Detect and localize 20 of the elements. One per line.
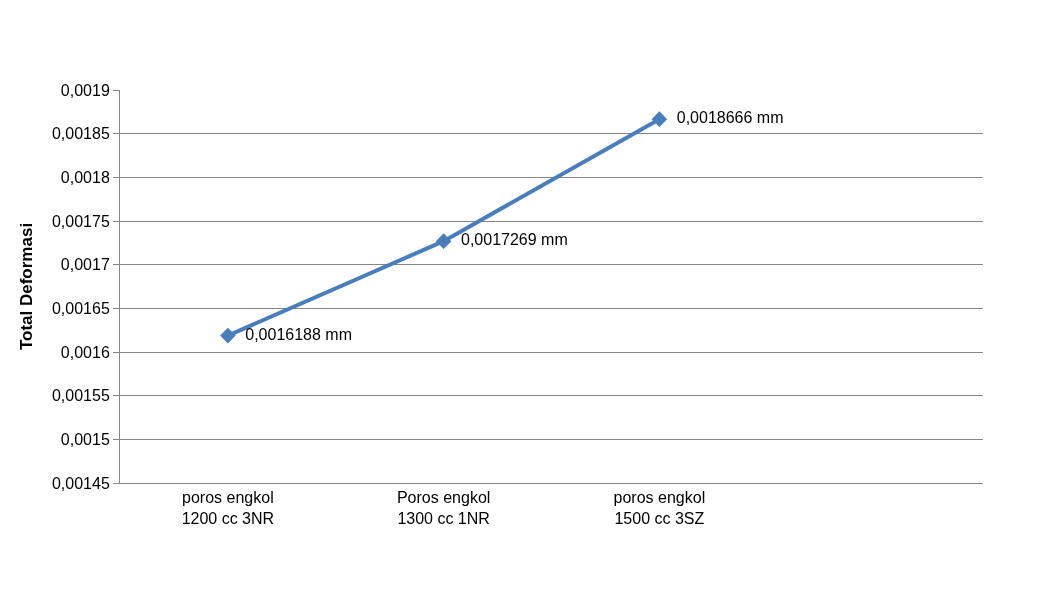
- data-label: 0,0016188 mm: [236, 325, 353, 343]
- y-tick-label: 0,00175: [51, 212, 110, 230]
- point: [651, 111, 668, 127]
- y-tick-label: 0,0017: [60, 256, 110, 274]
- data-label: 0,0018666 mm: [667, 109, 784, 127]
- x-tick-label: poros engkol 1200 cc 3NR: [181, 489, 275, 527]
- y-axis-title: Total Deformasi: [16, 222, 36, 351]
- data-label: 0,0017269 mm: [452, 231, 568, 249]
- y-tick-label: 0,0018: [60, 168, 110, 186]
- y-tick-label: 0,0016: [60, 343, 110, 361]
- y-tick-label: 0,0019: [60, 81, 110, 99]
- point: [220, 327, 236, 344]
- y-tick-label: 0,00145: [51, 474, 110, 492]
- x-tick-label: poros engkol 1500 cc 3SZ: [613, 489, 706, 527]
- y-tick-label: 0,00165: [51, 299, 110, 317]
- point: [435, 233, 452, 249]
- y-tick-label: 0,0015: [60, 430, 110, 448]
- x-tick-label: Poros engkol 1300 cc 1NR: [396, 489, 491, 527]
- y-tick-label: 0,00155: [51, 387, 110, 405]
- y-tick-label: 0,00185: [51, 125, 110, 143]
